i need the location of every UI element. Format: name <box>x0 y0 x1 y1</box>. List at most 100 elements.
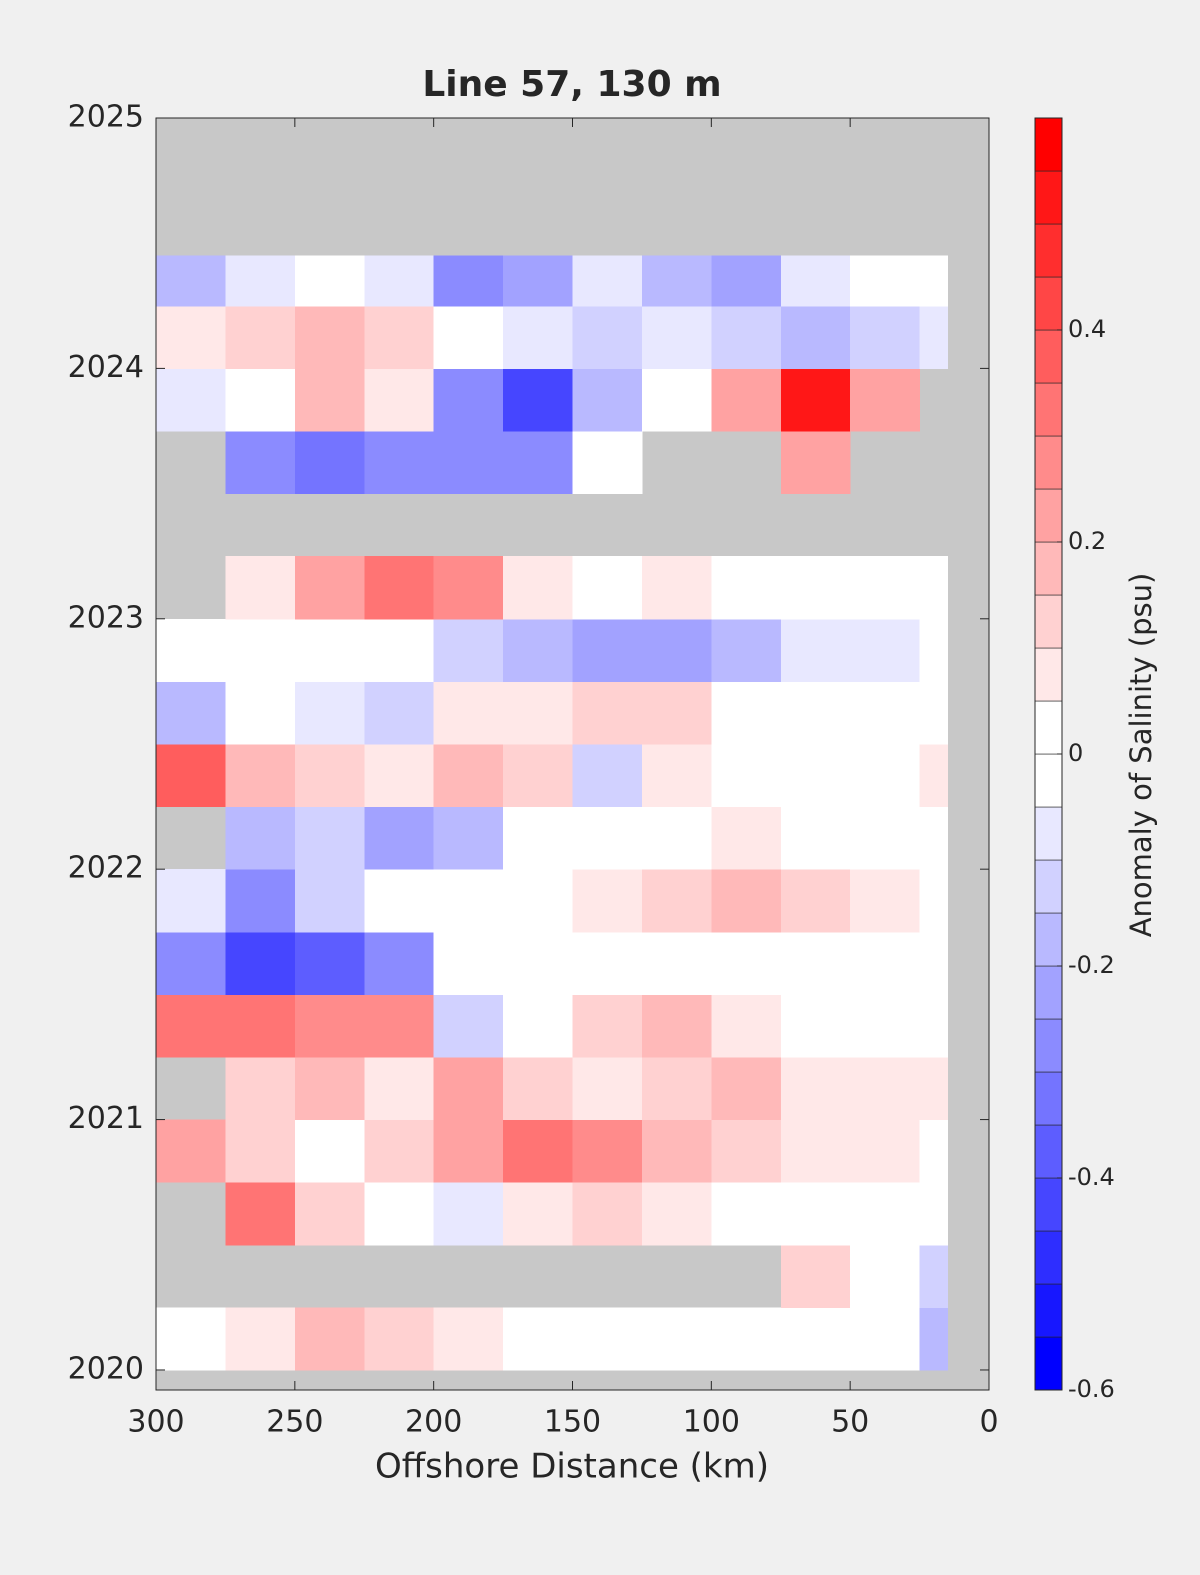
heatmap-cell <box>225 931 296 995</box>
heatmap-cell <box>641 1119 712 1183</box>
colorbar-segment <box>1034 1071 1063 1126</box>
heatmap-cell <box>641 931 712 995</box>
heatmap-cell <box>572 618 643 682</box>
heatmap-cell <box>711 743 782 808</box>
heatmap-cell <box>503 368 573 432</box>
heatmap-cell <box>364 1307 435 1371</box>
heatmap-cell <box>503 806 573 870</box>
heatmap-cell <box>503 1056 573 1121</box>
heatmap-cell <box>225 869 296 933</box>
colorbar-segment <box>1034 329 1063 384</box>
colorbar-segment <box>1034 1124 1063 1179</box>
heatmap-cell <box>294 618 365 682</box>
heatmap-cell <box>156 994 226 1058</box>
heatmap-cell <box>919 1244 948 1308</box>
heatmap-cell <box>364 931 435 995</box>
heatmap-cell <box>780 1244 851 1308</box>
heatmap-cell <box>433 931 504 995</box>
heatmap-cell <box>156 681 226 745</box>
heatmap-cell <box>711 1307 782 1371</box>
y-tick-label: 2021 <box>68 1101 144 1136</box>
heatmap-cell <box>641 743 712 808</box>
heatmap-cell <box>572 305 643 369</box>
heatmap-cell <box>641 1307 712 1371</box>
heatmap-cell <box>780 1182 851 1246</box>
heatmap-cell <box>433 869 504 933</box>
heatmap-cell <box>294 368 365 432</box>
heatmap-cell <box>572 681 643 745</box>
heatmap-cell <box>364 1182 435 1246</box>
heatmap-cell <box>364 1056 435 1121</box>
colorbar-segment <box>1034 382 1063 437</box>
heatmap-cell <box>294 1119 365 1183</box>
heatmap-cell <box>156 305 226 369</box>
y-tick-label: 2022 <box>68 851 144 886</box>
colorbar-segment <box>1034 806 1063 861</box>
colorbar-segment <box>1034 647 1063 702</box>
heatmap-cell <box>850 305 921 369</box>
heatmap-cell <box>433 255 504 307</box>
heatmap-cell <box>850 1056 921 1121</box>
heatmap-cell <box>364 681 435 745</box>
heatmap-cell <box>780 430 851 495</box>
heatmap-cell <box>780 368 851 432</box>
colorbar-tick-label: -0.2 <box>1068 951 1115 979</box>
heatmap-cell <box>364 255 435 307</box>
colorbar-segment <box>1034 700 1063 755</box>
heatmap-cell <box>572 1056 643 1121</box>
heatmap-cell <box>572 743 643 808</box>
heatmap-cell <box>572 430 643 495</box>
heatmap-cell <box>919 869 948 933</box>
heatmap-cell <box>156 1307 226 1371</box>
heatmap-cell <box>711 806 782 870</box>
heatmap-cell <box>850 681 921 745</box>
heatmap-cell <box>850 368 921 432</box>
heatmap-cell <box>294 931 365 995</box>
x-tick-label: 50 <box>831 1405 869 1440</box>
chart-title: Line 57, 130 m <box>422 64 721 105</box>
heatmap-cell <box>294 869 365 933</box>
heatmap-cell <box>156 869 226 933</box>
heatmap-cell <box>850 1244 921 1308</box>
heatmap-cell <box>850 556 921 620</box>
heatmap-cell <box>780 1056 851 1121</box>
heatmap-cell <box>641 255 712 307</box>
heatmap-cell <box>503 1119 573 1183</box>
heatmap-cell <box>364 994 435 1058</box>
heatmap-cell <box>433 618 504 682</box>
heatmap-cell <box>641 806 712 870</box>
heatmap-cell <box>225 255 296 307</box>
heatmap-cell <box>225 681 296 745</box>
heatmap-cell <box>503 869 573 933</box>
colorbar-tick-label: -0.4 <box>1068 1163 1115 1191</box>
heatmap-cell <box>780 255 851 307</box>
heatmap-cell <box>225 618 296 682</box>
colorbar-segment <box>1034 435 1063 490</box>
heatmap-cell <box>156 931 226 995</box>
heatmap-cell <box>364 618 435 682</box>
heatmap-cell <box>850 931 921 995</box>
heatmap-cell <box>156 368 226 432</box>
heatmap-cell <box>225 1307 296 1371</box>
colorbar-segment <box>1034 1018 1063 1073</box>
x-tick-label: 300 <box>127 1405 184 1440</box>
heatmap-cell <box>711 994 782 1058</box>
heatmap-cell <box>294 1307 365 1371</box>
heatmap-cell <box>711 931 782 995</box>
heatmap-cell <box>294 994 365 1058</box>
colorbar-segment <box>1034 594 1063 649</box>
heatmap-cell <box>919 806 948 870</box>
heatmap-cell <box>919 305 948 369</box>
colorbar-segment <box>1034 488 1063 543</box>
heatmap-cell <box>919 681 948 745</box>
heatmap-cell <box>433 368 504 432</box>
colorbar-segment <box>1034 965 1063 1020</box>
heatmap-cell <box>780 618 851 682</box>
y-tick-label: 2020 <box>68 1351 144 1386</box>
colorbar-segment <box>1034 276 1063 331</box>
colorbar-label: Anomaly of Salinity (psu) <box>1124 573 1158 938</box>
heatmap-cell <box>780 1307 851 1371</box>
heatmap-cell <box>780 994 851 1058</box>
heatmap-cell <box>433 994 504 1058</box>
heatmap-cell <box>919 994 948 1058</box>
